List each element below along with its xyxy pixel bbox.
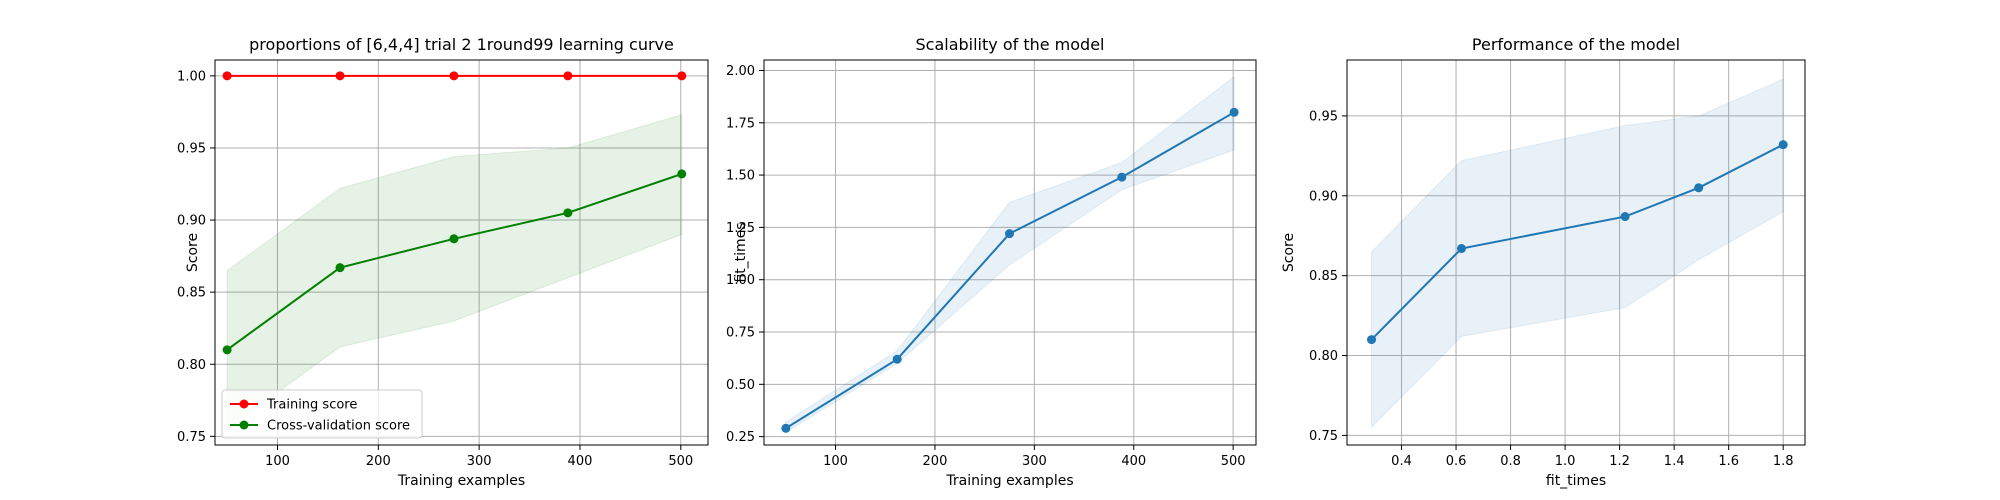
x-tick-label: 1.4 <box>1664 454 1685 469</box>
legend-box <box>221 389 423 439</box>
data-point <box>335 71 345 81</box>
data-point <box>449 71 459 81</box>
data-point <box>1694 183 1704 193</box>
data-point <box>222 345 232 355</box>
chart-title: Scalability of the model <box>916 35 1105 54</box>
confidence-band <box>785 75 1235 434</box>
data-point <box>677 71 687 81</box>
y-tick-label: 0.85 <box>177 286 206 301</box>
chart-title: Performance of the model <box>1472 35 1680 54</box>
data-point <box>335 263 345 273</box>
axes-frame <box>1346 59 1806 446</box>
x-tick-label: 100 <box>823 454 848 469</box>
legend-swatch-marker <box>239 399 249 409</box>
x-tick-label: 1.6 <box>1718 454 1739 469</box>
x-tick-label: 300 <box>467 454 492 469</box>
y-tick-label: 0.75 <box>726 326 755 341</box>
x-tick-label: 300 <box>1022 454 1047 469</box>
y-tick-label: 0.25 <box>726 430 755 445</box>
data-point <box>563 71 573 81</box>
data-point <box>677 169 687 179</box>
y-axis-label: Score <box>185 233 201 272</box>
y-tick-label: 0.80 <box>1309 349 1338 364</box>
y-tick-label: 0.75 <box>1309 429 1338 444</box>
x-tick-label: 500 <box>1221 454 1246 469</box>
data-point <box>449 234 459 244</box>
y-tick-label: 0.75 <box>177 430 206 445</box>
legend: Training score Cross-validation score <box>221 389 423 439</box>
data-point <box>222 71 232 81</box>
x-tick-label: 1.8 <box>1773 454 1794 469</box>
y-tick-label: 0.90 <box>177 214 206 229</box>
y-tick-label: 1.00 <box>177 69 206 84</box>
x-tick-label: 500 <box>668 454 693 469</box>
data-point <box>1620 212 1630 222</box>
y-tick-label: 0.85 <box>1309 269 1338 284</box>
data-point <box>1229 107 1239 117</box>
data-point <box>563 208 573 218</box>
axes-frame <box>763 59 1257 446</box>
axes-frame <box>214 59 709 446</box>
x-tick-label: 400 <box>568 454 593 469</box>
y-tick-label: 2.00 <box>726 64 755 79</box>
x-tick-label: 0.6 <box>1446 454 1467 469</box>
y-axis-label: Score <box>1281 233 1297 272</box>
data-point <box>1117 172 1127 182</box>
y-tick-label: 1.00 <box>726 273 755 288</box>
x-tick-label: 0.8 <box>1500 454 1521 469</box>
y-tick-label: 1.75 <box>726 116 755 131</box>
x-tick-label: 0.4 <box>1391 454 1412 469</box>
chart-title: proportions of [6,4,4] trial 2 1round99 … <box>249 35 674 54</box>
chart-1: 100 200 300 400 500 0.75 0.80 0.85 0.90 0.95 1.00 p… <box>177 35 709 489</box>
x-tick-label: 200 <box>923 454 948 469</box>
x-tick-label: 1.2 <box>1609 454 1630 469</box>
y-tick-label: 1.50 <box>726 169 755 184</box>
confidence-band <box>226 114 683 431</box>
y-tick-label: 0.95 <box>177 141 206 156</box>
x-tick-label: 1.0 <box>1555 454 1576 469</box>
x-axis-label: fit_times <box>1546 473 1606 489</box>
x-axis-label: Training examples <box>945 473 1073 489</box>
y-tick-label: 0.50 <box>726 378 755 393</box>
data-point <box>1457 244 1466 254</box>
y-tick-label: 0.95 <box>1309 109 1338 124</box>
y-tick-label: 0.80 <box>177 358 206 373</box>
x-tick-label: 200 <box>366 454 391 469</box>
x-tick-label: 100 <box>265 454 290 469</box>
x-axis-label: Training examples <box>397 473 525 489</box>
legend-swatch-marker <box>239 420 249 430</box>
y-tick-label: 1.25 <box>726 221 755 236</box>
y-axis-label: fit_times <box>733 222 749 282</box>
legend-label: Cross-validation score <box>267 419 410 434</box>
legend-label: Training score <box>266 398 357 413</box>
plot-area <box>215 60 708 445</box>
chart-3: 0.4 0.6 0.8 1.0 1.2 1.4 1.6 1.8 0.75 0.80 0.85 0.90… <box>1281 35 1806 489</box>
x-tick-label: 400 <box>1121 454 1146 469</box>
data-point <box>1005 229 1015 239</box>
chart-2: 100 200 300 400 500 0.25 0.50 0.75 1.00 1.25 1.50 1… <box>726 35 1257 489</box>
data-point <box>781 423 791 433</box>
y-tick-label: 0.90 <box>1309 189 1338 204</box>
data-point <box>892 354 902 364</box>
data-point <box>1778 140 1788 150</box>
confidence-band <box>1371 78 1784 429</box>
plot-area <box>764 60 1256 445</box>
data-point <box>1367 335 1377 345</box>
